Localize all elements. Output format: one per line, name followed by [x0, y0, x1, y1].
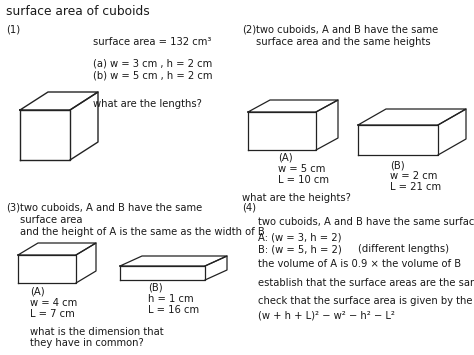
- Text: L = 10 cm: L = 10 cm: [278, 175, 329, 185]
- Text: they have in common?: they have in common?: [30, 338, 144, 348]
- Text: w = 5 cm: w = 5 cm: [278, 164, 325, 174]
- Text: L = 7 cm: L = 7 cm: [30, 309, 75, 319]
- Text: L = 16 cm: L = 16 cm: [148, 305, 199, 315]
- Text: (B): (B): [390, 160, 405, 170]
- Text: what is the dimension that: what is the dimension that: [30, 327, 164, 337]
- Text: w = 4 cm: w = 4 cm: [30, 298, 77, 308]
- Text: w = 2 cm: w = 2 cm: [390, 171, 438, 181]
- Text: A: (w = 3, h = 2): A: (w = 3, h = 2): [258, 233, 341, 243]
- Text: check that the surface area is given by the rule:: check that the surface area is given by …: [258, 296, 474, 306]
- Text: what are the heights?: what are the heights?: [242, 193, 351, 203]
- Text: two cuboids, A and B have the same: two cuboids, A and B have the same: [256, 25, 438, 35]
- Text: the volume of A is 0.9 × the volume of B: the volume of A is 0.9 × the volume of B: [258, 259, 461, 269]
- Text: (B): (B): [148, 283, 163, 293]
- Text: surface area of cuboids: surface area of cuboids: [6, 5, 150, 18]
- Text: (3): (3): [6, 203, 20, 213]
- Text: and the height of A is the same as the width of B: and the height of A is the same as the w…: [20, 227, 265, 237]
- Text: (b) w = 5 cm , h = 2 cm: (b) w = 5 cm , h = 2 cm: [93, 71, 212, 81]
- Text: h = 1 cm: h = 1 cm: [148, 294, 193, 304]
- Text: (A): (A): [30, 287, 45, 297]
- Text: (1): (1): [6, 25, 20, 35]
- Text: surface area and the same heights: surface area and the same heights: [256, 37, 430, 47]
- Text: (different lengths): (different lengths): [358, 244, 449, 254]
- Text: (4): (4): [242, 203, 256, 213]
- Text: surface area = 132 cm³: surface area = 132 cm³: [93, 37, 211, 47]
- Text: establish that the surface areas are the same: establish that the surface areas are the…: [258, 278, 474, 288]
- Text: two cuboids, A and B have the same surface area: two cuboids, A and B have the same surfa…: [258, 217, 474, 227]
- Text: (w + h + L)² − w² − h² − L²: (w + h + L)² − w² − h² − L²: [258, 310, 395, 320]
- Text: (A): (A): [278, 153, 292, 163]
- Text: (2): (2): [242, 25, 256, 35]
- Text: what are the lengths?: what are the lengths?: [93, 99, 202, 109]
- Text: two cuboids, A and B have the same: two cuboids, A and B have the same: [20, 203, 202, 213]
- Text: L = 21 cm: L = 21 cm: [390, 182, 441, 192]
- Text: B: (w = 5, h = 2): B: (w = 5, h = 2): [258, 244, 342, 254]
- Text: (a) w = 3 cm , h = 2 cm: (a) w = 3 cm , h = 2 cm: [93, 58, 212, 68]
- Text: surface area: surface area: [20, 215, 82, 225]
